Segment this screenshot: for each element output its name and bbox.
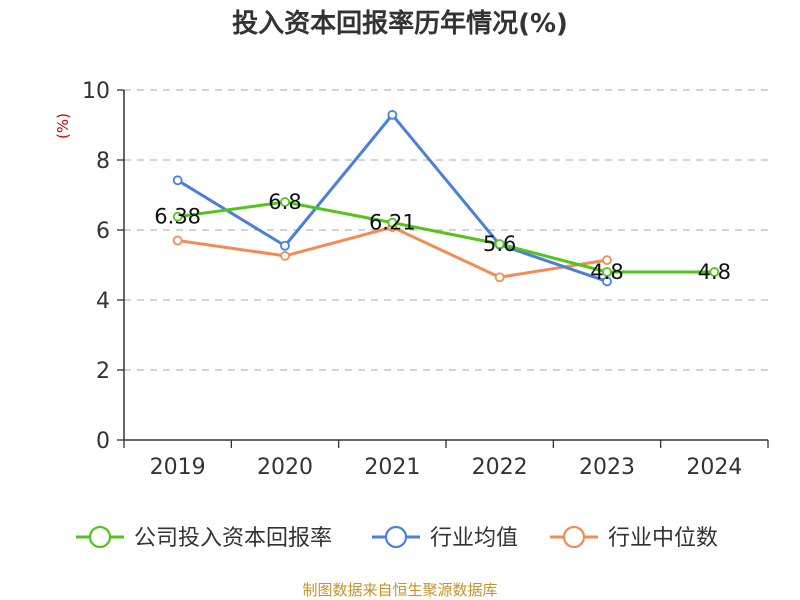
x-tick-label-2019: 2019 [150,455,206,480]
series-1-point-2019 [172,175,183,186]
y-axis-unit: (%) [54,113,72,139]
x-tick-label-2024: 2024 [686,455,742,480]
legend-item-2[interactable]: 行业中位数 [550,525,718,551]
series-2-point-2019 [172,235,183,246]
series-2-point-2023 [602,255,612,266]
series-0-point-2023 [602,267,612,277]
y-tick-label-0: 0 [96,429,110,454]
y-tick-label-8: 8 [96,149,110,174]
series-2-point-2022 [494,272,505,283]
x-tick-label-2020: 2020 [257,455,313,480]
legend-label-1: 行业均值 [430,526,518,551]
series-line-2 [177,225,608,279]
data-label-2021: 6.21 [369,211,416,235]
series-1-point-2021 [387,109,398,120]
data-label-2022: 5.6 [483,232,516,256]
series-line-0 [177,200,715,274]
y-tick-label-6: 6 [96,219,110,244]
axes: 0 2 4 6 8 10 2019 2020 2021 2022 2023 2024 [82,79,769,480]
series-layer [172,109,720,287]
grid [124,89,768,371]
x-tick-label-2021: 2021 [364,455,420,480]
legend-label-2: 行业中位数 [608,526,718,551]
legend-marker-0 [88,525,112,549]
legend-item-0[interactable]: 公司投入资本回报率 [76,525,332,551]
series-0-point-2021 [387,217,398,228]
data-label-2019: 6.38 [154,205,201,229]
x-tick-label-2023: 2023 [579,455,635,480]
y-tick-label-10: 10 [82,79,110,104]
series-0-point-2022 [494,239,505,249]
y-tick-label-4: 4 [96,289,110,314]
y-tick-label-2: 2 [96,359,110,384]
series-1-point-2020 [280,240,290,251]
legend-label-0: 公司投入资本回报率 [134,526,332,551]
x-tick-label-2022: 2022 [472,455,528,480]
legend[interactable]: 公司投入资本回报率 行业均值 行业中位数 [76,525,718,551]
chart-title: 投入资本回报率历年情况(%) [232,8,568,39]
series-0-point-2024 [709,267,720,277]
legend-item-1[interactable]: 行业均值 [372,525,518,551]
series-2-point-2020 [280,250,290,261]
data-labels: 6.38 6.8 6.21 5.6 4.8 4.8 [154,190,731,284]
series-0-point-2020 [280,197,290,207]
series-1-point-2023 [602,276,612,287]
data-label-2023: 4.8 [590,260,623,284]
legend-marker-2 [562,525,586,549]
legend-marker-1 [384,525,408,549]
series-0-point-2019 [172,211,183,222]
source-note: 制图数据来自恒生聚源数据库 [302,581,497,599]
data-label-2020: 6.8 [268,190,301,214]
data-label-2024: 4.8 [698,260,731,284]
